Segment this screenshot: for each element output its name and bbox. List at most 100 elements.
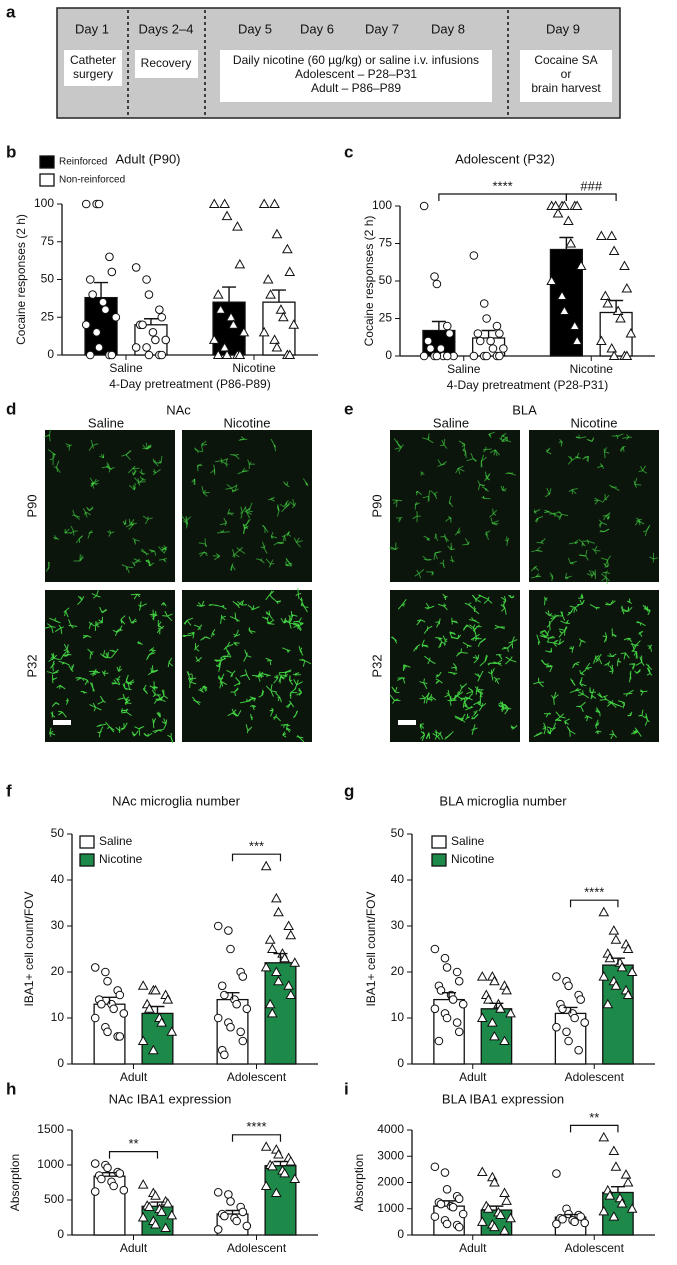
microglia (418, 619, 422, 623)
data-point (219, 198, 230, 208)
microglia (215, 460, 222, 463)
microglia (585, 549, 588, 557)
microglia (627, 600, 631, 603)
data-point (103, 1027, 112, 1037)
microglia (154, 610, 157, 615)
microglia (138, 604, 141, 607)
microglia (121, 564, 127, 568)
data-point (109, 1004, 118, 1014)
data-point (552, 207, 564, 218)
microglia (286, 727, 292, 731)
microglia (635, 519, 640, 522)
microglia (454, 666, 457, 670)
microglia (479, 661, 486, 667)
microglia (91, 481, 95, 484)
microglia (52, 663, 56, 666)
microglia (598, 657, 603, 665)
data-point (162, 994, 174, 1004)
microglia (494, 626, 500, 630)
microglia (125, 681, 129, 685)
data-point (448, 995, 458, 1004)
microglia (434, 552, 438, 560)
microglia (553, 727, 557, 730)
microglia (141, 548, 147, 554)
microglia (234, 488, 239, 492)
microglia (638, 520, 645, 525)
microglia (92, 702, 97, 708)
microglia (121, 709, 126, 712)
microglia (124, 697, 127, 702)
microglia (448, 694, 453, 702)
microglia (270, 532, 274, 537)
legend-swatch (431, 835, 447, 849)
microglia (414, 573, 420, 577)
panel-label: b (6, 142, 16, 161)
data-point (115, 990, 125, 1000)
microglia (201, 443, 208, 446)
microglia (580, 672, 584, 675)
microglia (452, 663, 457, 668)
microglia (92, 443, 99, 446)
microglia (460, 697, 465, 702)
microglia (290, 615, 294, 621)
microglia (546, 637, 550, 643)
microglia (87, 635, 92, 638)
x-tick-label: Saline (447, 362, 481, 376)
microglia (443, 604, 447, 607)
microglia (493, 513, 497, 516)
microglia (49, 429, 51, 435)
microglia (147, 732, 153, 737)
microglia (444, 536, 448, 543)
data-point (615, 312, 626, 323)
panel-label: g (344, 781, 354, 800)
microglia (96, 595, 101, 598)
data-point (505, 1212, 516, 1223)
microglia (270, 438, 275, 445)
microglia (221, 604, 225, 607)
microglia (241, 507, 246, 513)
microglia (225, 463, 228, 467)
data-point (476, 1216, 488, 1226)
microglia (536, 546, 541, 551)
microglia (450, 671, 453, 674)
data-point (258, 326, 270, 337)
microglia (609, 670, 614, 673)
microglia (298, 692, 302, 696)
microglia (140, 603, 147, 608)
microglia (72, 509, 75, 516)
y-tick-label: 25 (379, 311, 393, 325)
data-point (442, 351, 452, 361)
microglia (247, 604, 254, 610)
microglia (501, 435, 508, 439)
microglia (533, 681, 539, 685)
y-tick-label: 30 (391, 918, 405, 932)
data-point (226, 1022, 235, 1032)
data-point (442, 1013, 452, 1023)
microglia (582, 455, 589, 460)
microglia (457, 651, 462, 654)
significance-bracket (231, 1134, 282, 1142)
y-tick-label: 50 (41, 272, 55, 286)
microglia (251, 608, 254, 611)
data-point (142, 275, 151, 284)
microglia (291, 505, 295, 509)
microglia (185, 523, 189, 529)
microglia (570, 610, 573, 614)
microglia (629, 601, 632, 605)
microglia (116, 675, 121, 680)
microglia (486, 474, 490, 479)
data-point (469, 351, 479, 361)
microglia (270, 709, 274, 712)
day-label: Days 2–4 (139, 21, 194, 36)
data-point (442, 963, 452, 972)
data-point (288, 319, 300, 329)
microglia (457, 468, 461, 475)
microglia (192, 632, 195, 639)
microglia (442, 635, 446, 641)
microglia (197, 450, 203, 453)
microglia (226, 641, 231, 647)
microglia (103, 655, 107, 659)
microglia (586, 573, 593, 577)
microglia (265, 612, 271, 616)
microglia (53, 657, 60, 661)
